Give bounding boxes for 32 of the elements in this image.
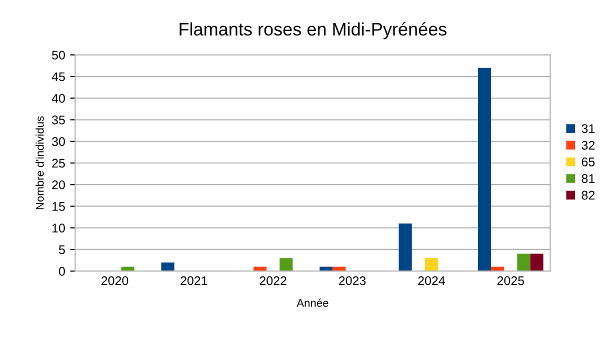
legend-label: 81	[582, 174, 595, 184]
legend-label: 31	[582, 124, 595, 134]
y-tick-label: 0	[58, 266, 65, 276]
x-tick-label: 2023	[339, 276, 366, 286]
x-tick-label: 2024	[418, 276, 446, 286]
bar	[424, 258, 438, 272]
y-tick-label: 30	[52, 137, 65, 146]
legend-label: 32	[582, 140, 595, 150]
bar	[280, 258, 293, 272]
chart-title: Flamants roses en Midi-Pyrénées	[180, 22, 447, 40]
bar	[398, 224, 412, 272]
y-tick-label: 5	[58, 245, 65, 254]
y-tick-label: 50	[52, 50, 65, 60]
y-tick-label: 10	[52, 224, 65, 233]
y-tick-label: 20	[52, 180, 65, 190]
x-tick-label: 2025	[497, 276, 524, 286]
legend-label: 82	[582, 190, 595, 200]
y-tick-label: 25	[52, 158, 65, 168]
bar	[517, 254, 530, 272]
y-tick-label: 15	[52, 202, 65, 211]
y-tick-label: 45	[52, 72, 65, 82]
x-tick-label: 2021	[180, 276, 208, 286]
bar	[478, 68, 492, 272]
bar	[530, 254, 544, 272]
x-tick-label: 2022	[260, 276, 286, 286]
legend-label: 65	[582, 158, 595, 166]
y-axis-title: Nombre d'individus	[36, 116, 44, 210]
bar	[161, 262, 174, 272]
y-tick-label: 35	[52, 116, 65, 124]
x-tick-label: 2020	[101, 276, 128, 286]
x-axis-title: Année	[296, 298, 328, 307]
y-tick-label: 40	[52, 94, 65, 103]
